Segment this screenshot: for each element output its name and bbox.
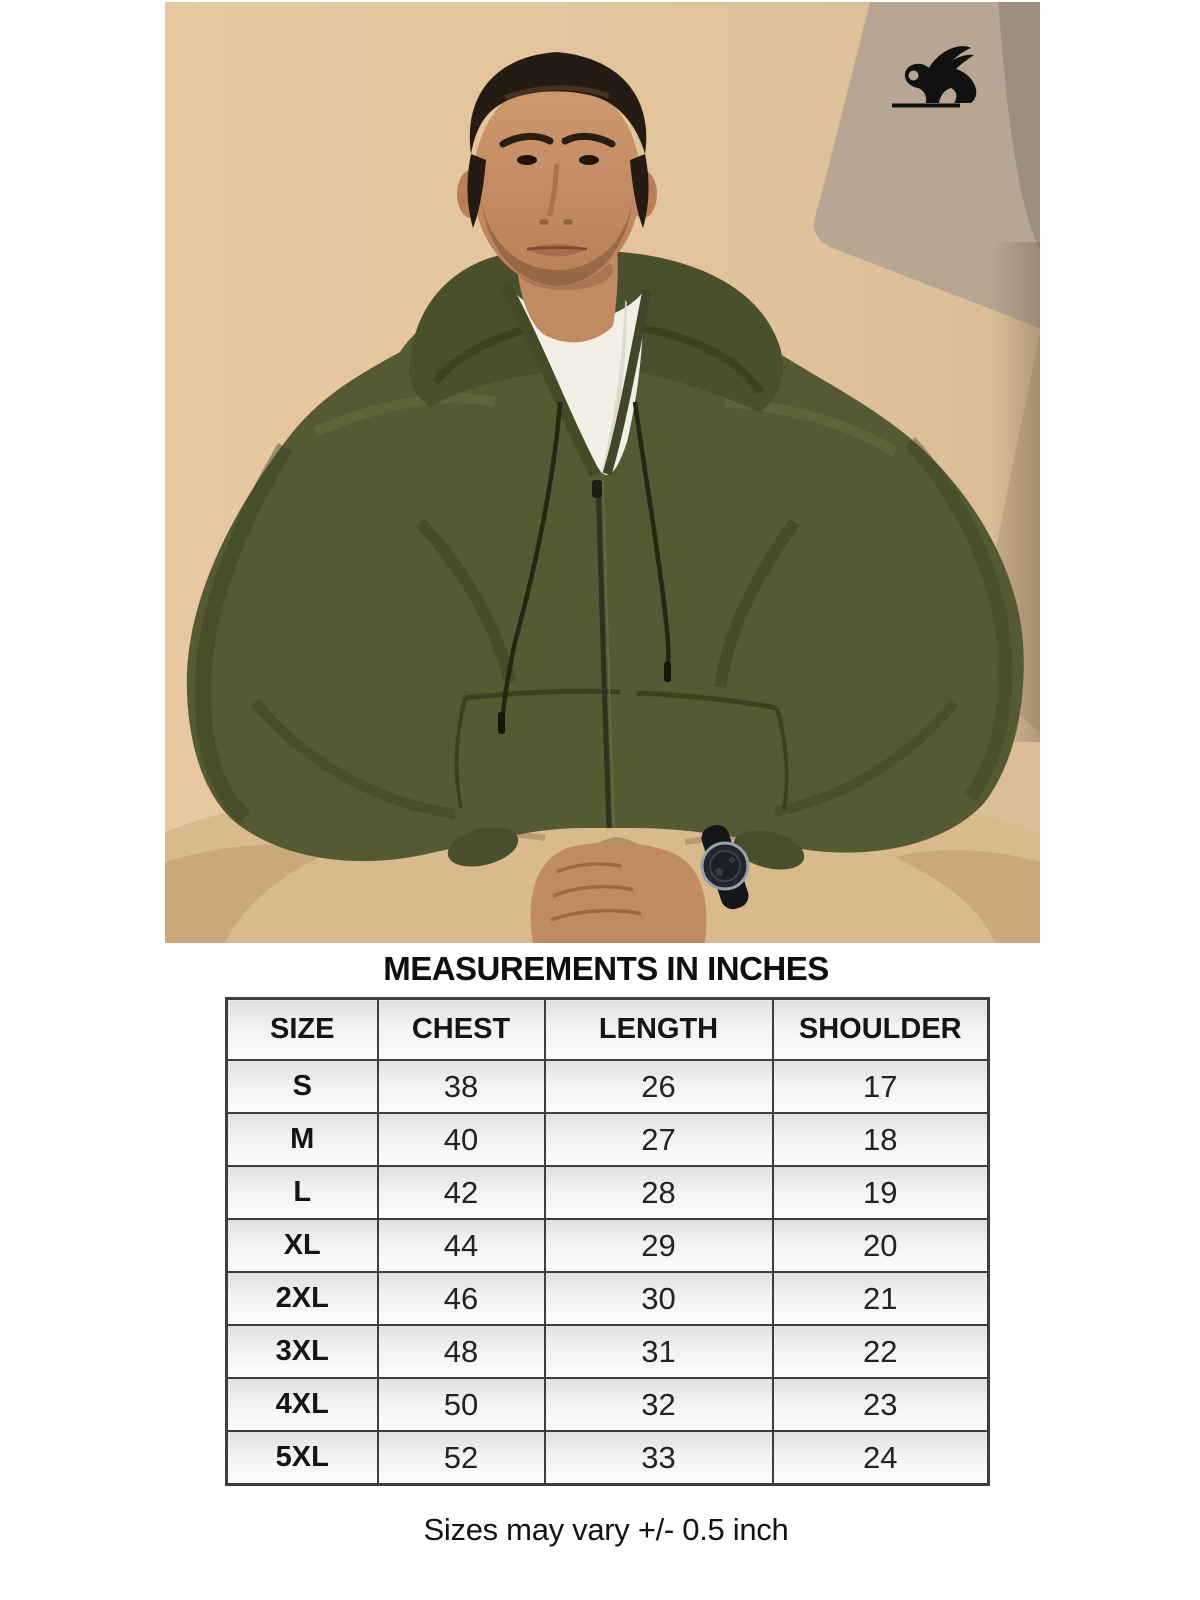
shoulder-cell: 21 bbox=[771, 1271, 990, 1326]
chest-cell: 42 bbox=[376, 1165, 546, 1220]
length-cell: 26 bbox=[543, 1059, 774, 1114]
table-row: L 42 28 19 bbox=[225, 1165, 990, 1220]
measurements-title: MEASUREMENTS IN INCHES bbox=[383, 950, 829, 987]
shoulder-cell: 20 bbox=[771, 1218, 990, 1273]
wrist-watch bbox=[700, 824, 750, 910]
size-cell: XL bbox=[225, 1218, 379, 1273]
table-row: M 40 27 18 bbox=[225, 1112, 990, 1167]
rabbit-logo-icon bbox=[892, 46, 977, 108]
header-size: SIZE bbox=[225, 997, 379, 1061]
model-head bbox=[457, 52, 657, 343]
length-cell: 33 bbox=[543, 1430, 774, 1486]
size-chart-table: SIZE CHEST LENGTH SHOULDER S 38 26 17 M … bbox=[225, 997, 990, 1486]
chest-cell: 52 bbox=[376, 1430, 546, 1486]
hoodie-pocket bbox=[454, 688, 789, 811]
size-cell: S bbox=[225, 1059, 379, 1114]
shoulder-cell: 24 bbox=[771, 1430, 990, 1486]
chest-cell: 50 bbox=[376, 1377, 546, 1432]
size-cell: 3XL bbox=[225, 1324, 379, 1379]
header-length: LENGTH bbox=[543, 997, 774, 1061]
chest-cell: 46 bbox=[376, 1271, 546, 1326]
size-cell: 4XL bbox=[225, 1377, 379, 1432]
table-header-row: SIZE CHEST LENGTH SHOULDER bbox=[225, 997, 990, 1061]
product-photo bbox=[165, 2, 1040, 943]
header-shoulder: SHOULDER bbox=[771, 997, 990, 1061]
size-cell: M bbox=[225, 1112, 379, 1167]
length-cell: 29 bbox=[543, 1218, 774, 1273]
shoulder-cell: 18 bbox=[771, 1112, 990, 1167]
length-cell: 32 bbox=[543, 1377, 774, 1432]
length-cell: 30 bbox=[543, 1271, 774, 1326]
table-row: 4XL 50 32 23 bbox=[225, 1377, 990, 1432]
zipper-and-drawstrings bbox=[498, 281, 671, 829]
shoulder-cell: 22 bbox=[771, 1324, 990, 1379]
length-cell: 31 bbox=[543, 1324, 774, 1379]
chest-cell: 40 bbox=[376, 1112, 546, 1167]
table-row: S 38 26 17 bbox=[225, 1059, 990, 1114]
length-cell: 28 bbox=[543, 1165, 774, 1220]
table-row: XL 44 29 20 bbox=[225, 1218, 990, 1273]
table-row: 5XL 52 33 24 bbox=[225, 1430, 990, 1486]
chest-cell: 38 bbox=[376, 1059, 546, 1114]
shoulder-cell: 19 bbox=[771, 1165, 990, 1220]
size-tolerance-note: Sizes may vary +/- 0.5 inch bbox=[423, 1512, 789, 1547]
table-row: 2XL 46 30 21 bbox=[225, 1271, 990, 1326]
size-cell: 2XL bbox=[225, 1271, 379, 1326]
hands-and-watch bbox=[530, 824, 750, 943]
shoulder-cell: 23 bbox=[771, 1377, 990, 1432]
shoulder-cell: 17 bbox=[771, 1059, 990, 1114]
length-cell: 27 bbox=[543, 1112, 774, 1167]
chest-cell: 44 bbox=[376, 1218, 546, 1273]
size-cell: 5XL bbox=[225, 1430, 379, 1486]
header-chest: CHEST bbox=[376, 997, 546, 1061]
model-illustration bbox=[165, 2, 1040, 943]
size-cell: L bbox=[225, 1165, 379, 1220]
chest-cell: 48 bbox=[376, 1324, 546, 1379]
table-row: 3XL 48 31 22 bbox=[225, 1324, 990, 1379]
